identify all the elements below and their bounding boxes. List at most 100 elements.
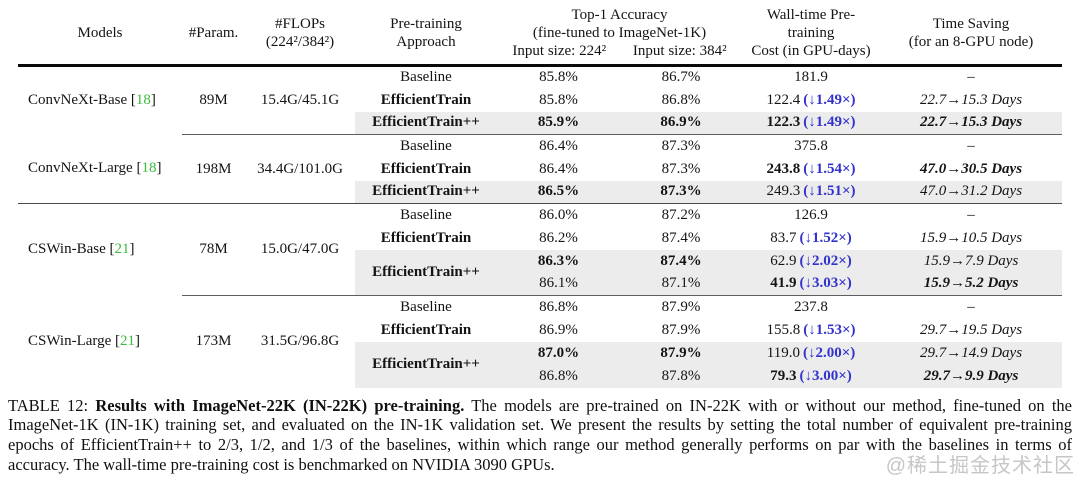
speedup-badge: (↓3.00×) <box>799 367 852 384</box>
cost-cell: 249.3 (↓1.51×) <box>742 180 880 204</box>
cost-value: 62.9 <box>770 252 797 269</box>
speedup-badge: (↓2.02×) <box>799 252 852 269</box>
acc-384-cell: 86.9% <box>620 111 742 135</box>
table-header: Models #Param. #FLOPs (224²/384²) Pre-tr… <box>18 4 1062 67</box>
saving-cell: 29.7→14.9 Days <box>880 341 1062 365</box>
acc-224-cell: 85.8% <box>539 91 578 108</box>
acc-224-cell: 86.4% <box>497 134 620 158</box>
approach-cell: Baseline <box>355 295 497 319</box>
accuracy-subtitle: (fine-tuned to ImageNet-1K) <box>532 25 707 41</box>
col-header-approach-line1: Pre-training <box>390 16 462 32</box>
saving-cell: 15.9→10.5 Days <box>919 229 1023 246</box>
col-header-flops: #FLOPs (224²/384²) <box>245 4 355 67</box>
table-row: ConvNeXt-Base [18] 89M 15.4G/45.1G Basel… <box>18 66 1062 108</box>
flops-cell: 34.4G/101.0G <box>245 134 355 204</box>
approach-cell: EfficientTrain++ <box>355 180 497 204</box>
acc-224-cell: 86.1% <box>497 272 620 296</box>
acc-384-cell: 86.8% <box>661 91 701 108</box>
cost-value: 181.9 <box>794 69 828 86</box>
citation-ref[interactable]: 18 <box>141 160 157 177</box>
cost-cell: 243.8 (↓1.54×) <box>742 158 880 181</box>
cost-cell: 181.9 <box>742 66 880 89</box>
cite-bracket-close: ] <box>150 92 156 109</box>
acc-384-cell: 87.1% <box>620 272 742 296</box>
acc-224-cell: 85.8% <box>539 69 578 86</box>
approach-cell: EfficientTrain++ <box>355 341 497 388</box>
speedup-badge: (↓2.00×) <box>802 344 856 361</box>
cite-bracket-open: [ <box>105 241 115 258</box>
cite-bracket-close: ] <box>129 241 135 258</box>
table-row: EfficientTrain 86.9% 87.9% 155.8 (↓1.53×)… <box>18 319 1062 342</box>
acc-224-cell: 86.0% <box>497 203 620 227</box>
acc-384-cell: 87.4% <box>661 229 701 246</box>
col-header-param-label: #Param. <box>188 25 239 41</box>
table-row-highlighted: EfficientTrain++ 86.5% 87.3% 249.3 (↓1.51… <box>18 180 1062 204</box>
cite-bracket-close: ] <box>135 333 141 349</box>
citation-ref[interactable]: 21 <box>120 333 136 349</box>
approach-cell: EfficientTrain++ <box>355 249 497 296</box>
model-cell: CSWin-Large [21] <box>18 296 182 388</box>
col-header-saving-line2: (for an 8-GPU node) <box>908 34 1034 50</box>
col-header-accuracy: Top-1 Accuracy (fine-tuned to ImageNet-1… <box>497 4 742 67</box>
cost-value: 79.3 <box>770 367 797 384</box>
speedup-badge: (↓1.54×) <box>803 160 856 177</box>
acc-384-cell: 87.3% <box>620 134 742 158</box>
saving-cell: 15.9→5.2 Days <box>880 272 1062 296</box>
caption-text: The models are pre-trained on IN-22K wit… <box>8 395 1073 474</box>
cost-value: 119.0 <box>766 344 800 361</box>
watermark-text: @稀土掘金技术社区 <box>885 455 1075 477</box>
saving-cell: 29.7→19.5 Days <box>919 321 1023 338</box>
acc-384-cell: 87.2% <box>620 203 742 227</box>
cost-cell: 126.9 <box>742 203 880 227</box>
model-name: CSWin-Base <box>28 241 106 258</box>
cost-value: 41.9 <box>770 275 797 292</box>
cost-value: 249.3 <box>766 183 801 200</box>
acc-384-cell: 87.8% <box>620 364 742 388</box>
cite-bracket-open: [ <box>132 160 142 177</box>
citation-ref[interactable]: 21 <box>114 241 130 258</box>
speedup-badge: (↓1.53×) <box>803 321 856 338</box>
table-row-highlighted: EfficientTrain++ 87.0% 87.9% 119.0 (↓2.00… <box>18 341 1062 388</box>
saving-cell: 47.0→31.2 Days <box>880 180 1062 204</box>
col-header-cost: Wall-time Pre-training Cost (in GPU-days… <box>742 4 880 67</box>
table-row: ConvNeXt-Large [18] 198M 34.4G/101.0G Ba… <box>18 134 1062 204</box>
speedup-badge: (↓1.49×) <box>803 114 856 131</box>
acc-224-cell: 86.5% <box>497 180 620 204</box>
acc-384-cell: 86.7% <box>661 69 701 86</box>
param-cell: 173M <box>182 295 245 388</box>
param-cell: 89M <box>199 92 228 108</box>
cost-cell: 41.9 (↓3.03×) <box>742 272 880 296</box>
col-header-models: Models <box>18 4 182 67</box>
param-cell: 198M <box>182 134 245 204</box>
cost-value: 122.3 <box>766 114 801 131</box>
cost-cell: 119.0 (↓2.00×) <box>742 341 880 365</box>
cost-cell: 83.7 (↓1.52×) <box>742 227 880 250</box>
acc-224-cell: 86.8% <box>497 295 620 319</box>
cost-cell: 62.9 (↓2.02×) <box>742 249 880 273</box>
cost-value: 237.8 <box>794 298 828 315</box>
acc-384-cell: 87.3% <box>620 180 742 204</box>
cost-cell: 122.3 (↓1.49×) <box>742 111 880 135</box>
acc-384-cell: 87.3% <box>661 160 701 177</box>
subcol-header-224: Input size: 224² <box>512 43 607 59</box>
approach-cell: EfficientTrain <box>380 160 472 177</box>
cost-value: 83.7 <box>770 229 797 246</box>
subcol-header-384: Input size: 384² <box>632 43 727 59</box>
table-caption: TABLE 12: Results with ImageNet-22K (IN-… <box>8 396 1072 475</box>
saving-cell: 47.0→30.5 Days <box>919 160 1023 177</box>
cost-value: 126.9 <box>794 206 828 223</box>
saving-cell: – <box>880 134 1062 158</box>
acc-224-cell: 86.8% <box>497 364 620 388</box>
acc-384-cell: 87.9% <box>620 295 742 319</box>
model-name: CSWin-Large <box>28 333 112 349</box>
citation-ref[interactable]: 18 <box>135 92 151 109</box>
param-cell: 78M <box>182 203 245 296</box>
speedup-badge: (↓1.49×) <box>803 91 856 108</box>
approach-cell: Baseline <box>400 69 452 86</box>
cost-cell: 237.8 <box>742 295 880 319</box>
col-header-param: #Param. <box>182 4 245 67</box>
table-body: ConvNeXt-Base [18] 89M 15.4G/45.1G Basel… <box>18 66 1062 388</box>
acc-224-cell: 86.2% <box>539 229 578 246</box>
col-header-saving-line1: Time Saving <box>932 16 1010 32</box>
